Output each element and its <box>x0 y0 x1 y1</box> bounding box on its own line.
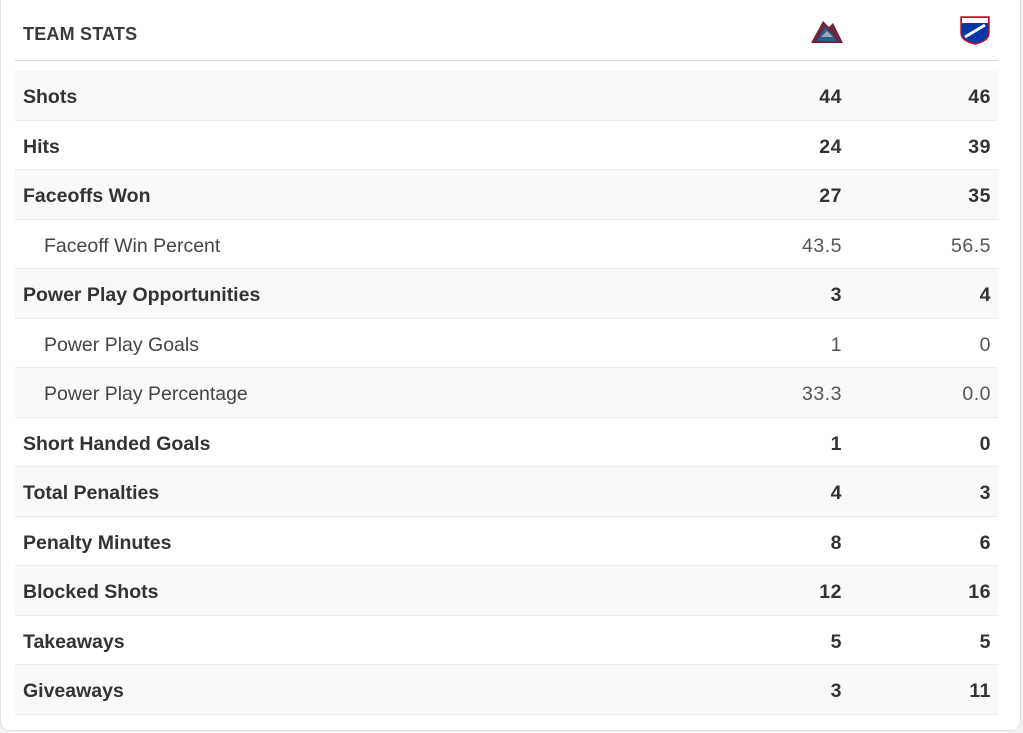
stat-value: 1 <box>830 432 842 455</box>
stat-row: Faceoff Win Percent 43.5 56.5 <box>15 220 998 269</box>
stat-value: 8 <box>830 531 842 554</box>
team-logo <box>960 16 990 45</box>
stat-label: Short Handed Goals <box>23 432 211 455</box>
stat-row: Penalty Minutes 8 6 <box>15 517 998 566</box>
table-body: Shots 44 46 Hits 24 39 Faceoffs Won 27 35 Faceoff… <box>15 71 998 715</box>
stat-label: Power Play Percentage <box>44 383 248 405</box>
stat-label: Shots <box>23 86 78 108</box>
stat-row: Power Play Goals 1 0 <box>15 319 998 368</box>
stat-label: Hits <box>23 135 60 158</box>
stat-row: Total Penalties 4 3 <box>15 467 998 517</box>
stat-value: 24 <box>819 135 842 158</box>
title: TEAM STATS <box>23 24 138 44</box>
stat-value: 11 <box>969 680 991 702</box>
stat-value: 5 <box>830 630 842 653</box>
stat-value: 1 <box>830 333 842 356</box>
stat-value: 39 <box>968 135 991 158</box>
stat-row: Power Play Percentage 33.3 0.0 <box>15 368 998 418</box>
stat-value: 46 <box>968 86 991 108</box>
stat-value: 4 <box>830 482 842 504</box>
stat-value: 43.5 <box>802 234 842 257</box>
stat-value: 27 <box>819 185 842 207</box>
stat-row: Takeaways 5 5 <box>15 616 998 665</box>
stat-label: Power Play Goals <box>44 333 199 356</box>
team-logo <box>811 21 843 43</box>
stat-value: 3 <box>830 680 842 702</box>
stat-row: Faceoffs Won 27 35 <box>15 170 998 220</box>
stat-row: Shots 44 46 <box>15 71 998 121</box>
stat-value: 3 <box>979 482 991 504</box>
stat-label: Takeaways <box>23 630 125 653</box>
stat-value: 33.3 <box>802 383 842 405</box>
stat-value: 4 <box>979 284 991 306</box>
stat-label: Faceoff Win Percent <box>44 234 221 257</box>
stat-value: 0.0 <box>962 383 991 405</box>
stat-value: 3 <box>830 284 842 306</box>
stat-value: 5 <box>979 630 991 653</box>
stat-label: Blocked Shots <box>23 581 159 603</box>
stat-value: 56.5 <box>951 234 991 257</box>
stat-value: 12 <box>819 581 842 603</box>
table-header: TEAM STATS <box>15 1 998 61</box>
stat-value: 16 <box>968 581 991 603</box>
stat-row: Short Handed Goals 1 0 <box>15 418 998 467</box>
stat-label: Giveaways <box>23 680 124 702</box>
stat-value: 44 <box>819 86 842 108</box>
stat-value: 0 <box>979 333 991 356</box>
stat-row: Blocked Shots 12 16 <box>15 566 998 616</box>
stat-row: Giveaways 3 11 <box>15 665 998 715</box>
stat-row: Power Play Opportunities 3 4 <box>15 269 998 319</box>
stat-value: 35 <box>968 185 991 207</box>
stat-label: Power Play Opportunities <box>23 284 261 306</box>
stat-value: 6 <box>979 531 991 554</box>
stat-value: 0 <box>979 432 991 455</box>
stat-label: Total Penalties <box>23 482 160 504</box>
stat-row: Hits 24 39 <box>15 121 998 170</box>
stat-label: Penalty Minutes <box>23 531 172 554</box>
stat-label: Faceoffs Won <box>23 185 151 207</box>
